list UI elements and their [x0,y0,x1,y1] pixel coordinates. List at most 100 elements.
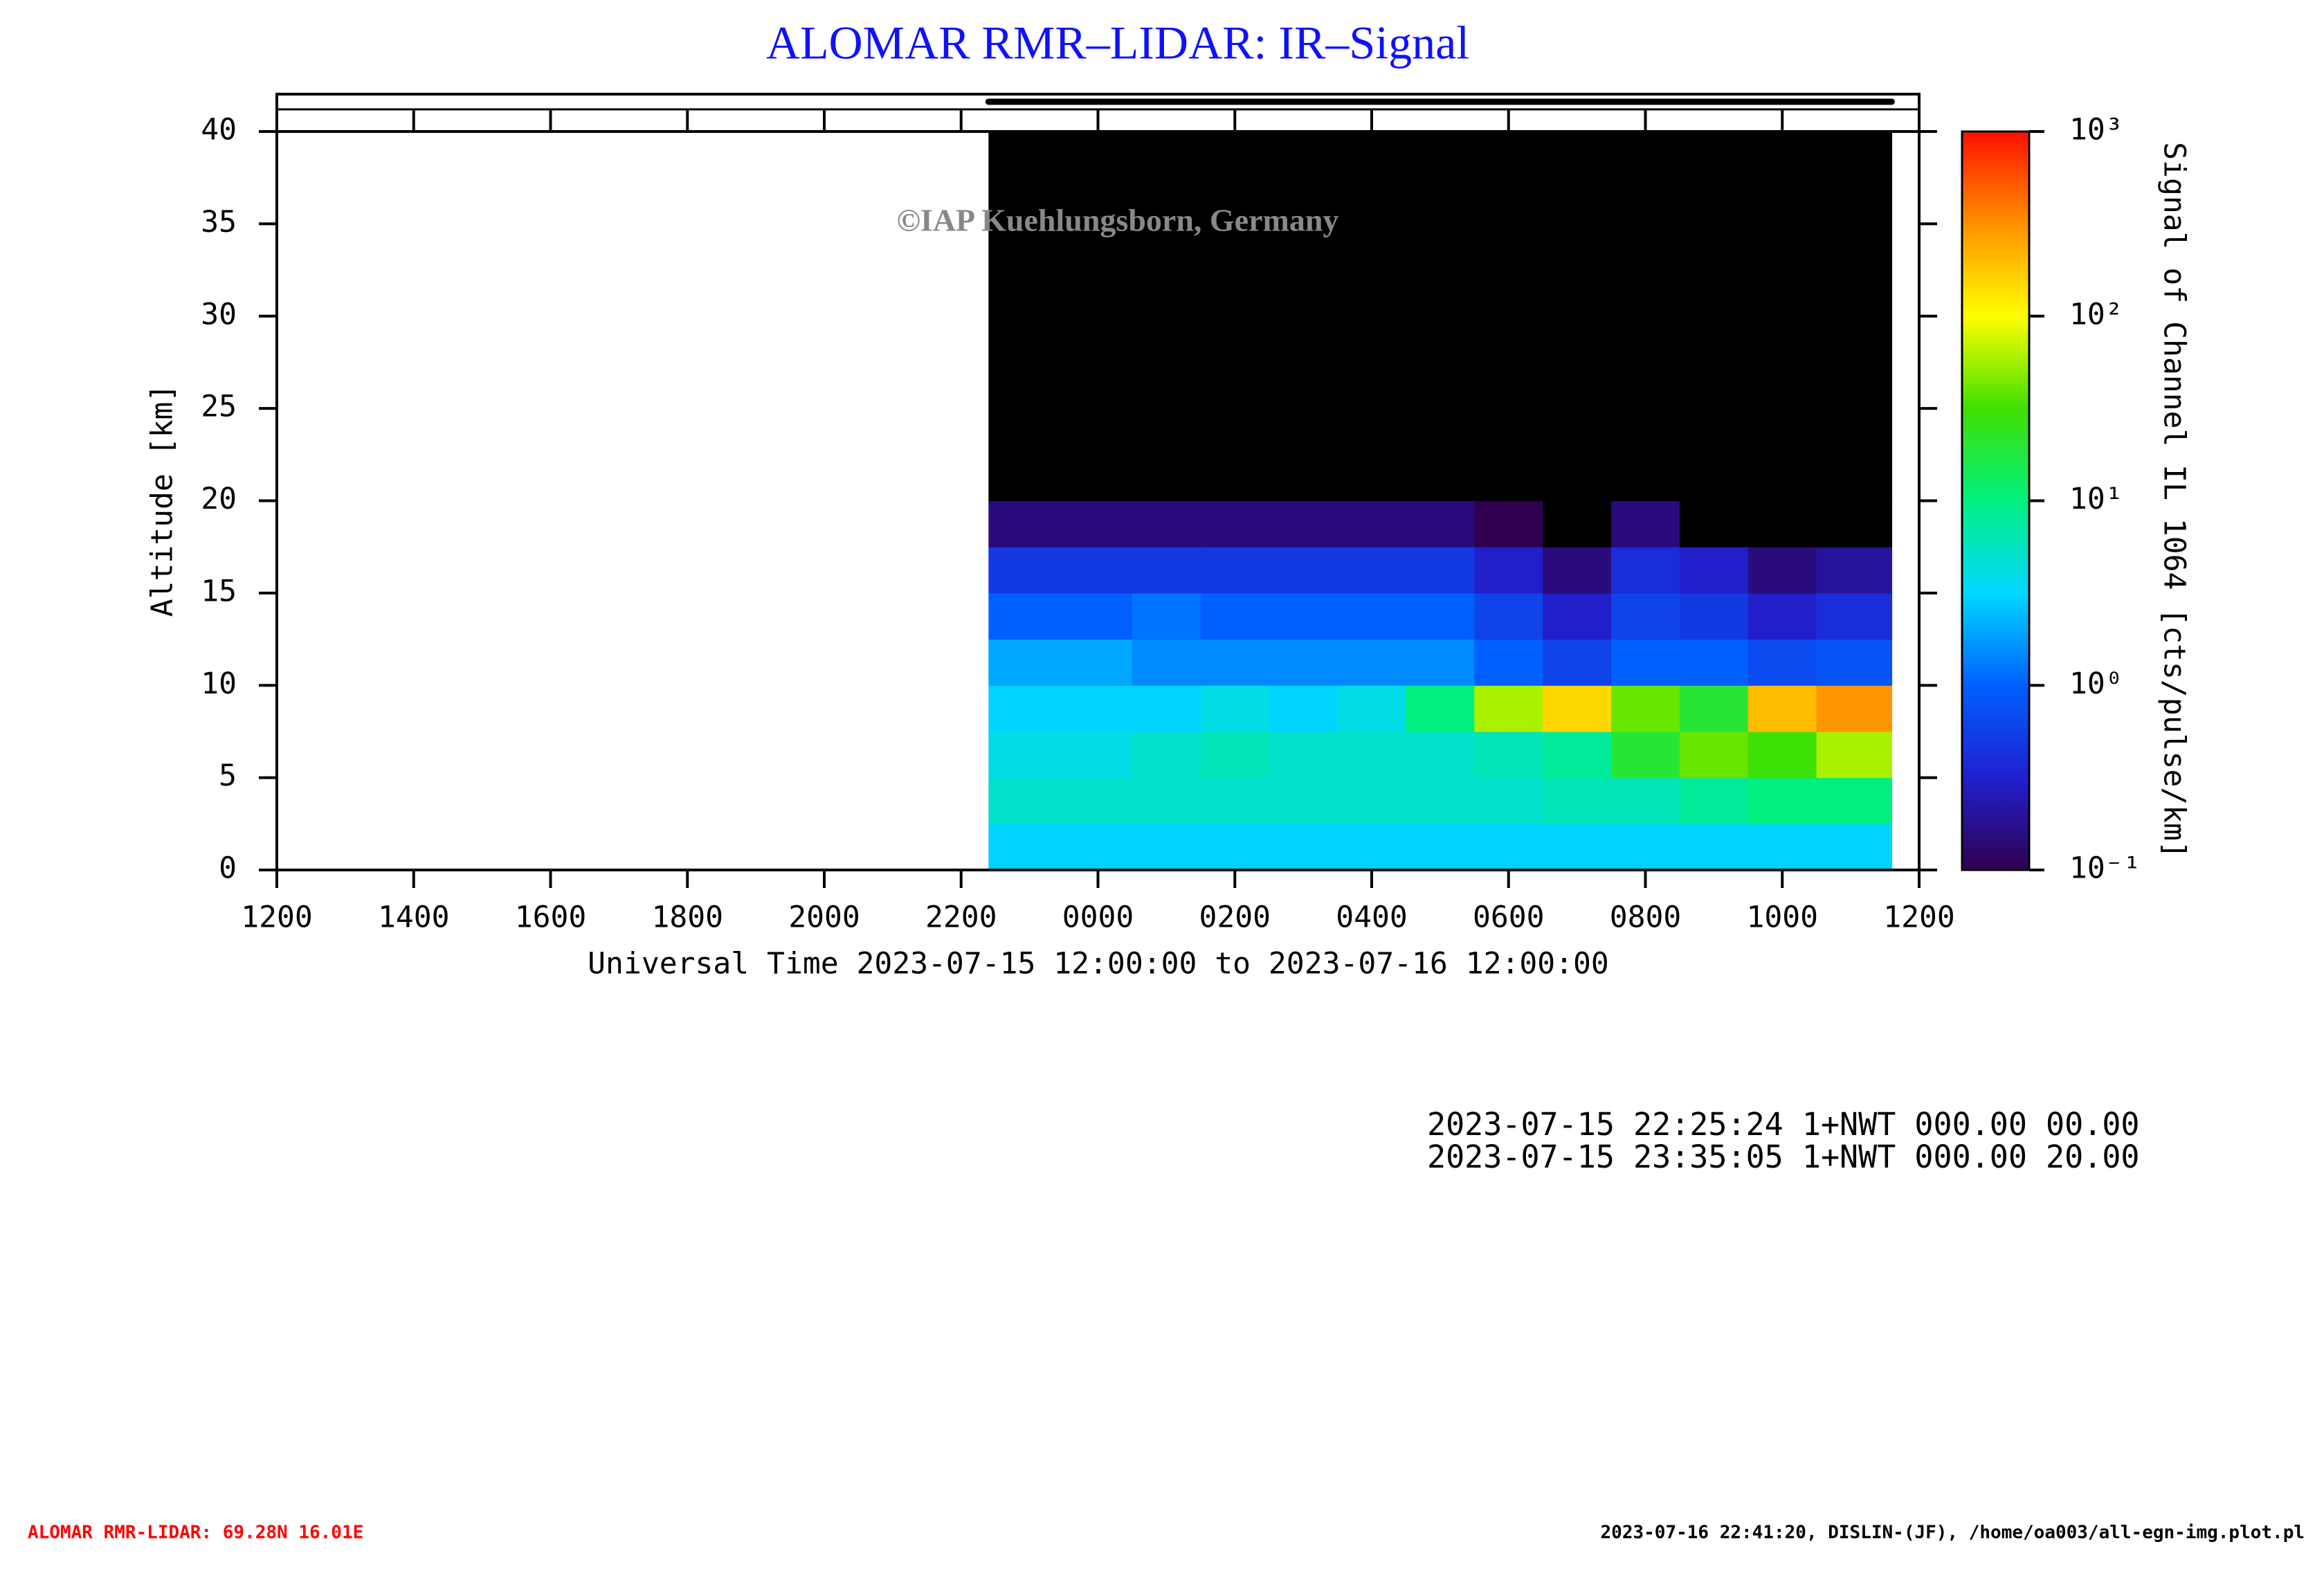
heatmap-cell [1543,639,1612,686]
heatmap-cell [1679,639,1749,686]
footer-left: ALOMAR RMR-LIDAR: 69.28N 16.01E [28,1523,363,1543]
heatmap-cell [1816,547,1893,594]
heatmap-cell [1269,639,1338,686]
heatmap-cell [1679,685,1749,732]
y-tick-label: 25 [201,390,237,424]
y-tick-label: 35 [201,205,237,239]
heatmap-cell [1611,777,1680,824]
heatmap-cell [1132,824,1201,871]
heatmap-cell [988,824,1064,871]
y-tick-label: 0 [219,851,237,886]
heatmap-cell [1679,731,1749,779]
heatmap-cell [1064,639,1133,686]
heatmap-cell [1132,731,1201,779]
heatmap-cell [1132,639,1201,686]
heatmap-cell [1543,131,1612,502]
heatmap-cell [1474,500,1543,547]
heatmap-cell [1064,731,1133,779]
footer-right: 2023-07-16 22:41:20, DISLIN-(JF), /home/… [1601,1523,2305,1543]
heatmap-cell [1747,777,1817,824]
heatmap-cell [1474,824,1543,871]
heatmap-cell [988,500,1064,547]
x-tick-label: 2200 [925,900,997,935]
heatmap-cell [1816,131,1893,502]
heatmap-cell [1474,639,1543,686]
heatmap-cell [1474,547,1543,594]
x-tick-label: 1800 [651,900,723,935]
heatmap-cell [1132,500,1201,547]
heatmap-cell [1474,731,1543,779]
heatmap-cell [1747,131,1817,502]
heatmap-cell [1611,639,1680,686]
heatmap-cell [988,592,1064,640]
y-tick-label: 20 [201,482,237,516]
heatmap-cell [1269,731,1338,779]
heatmap-cell [1816,824,1893,871]
info-line: 2023-07-15 22:25:24 1+NWT 000.00 00.00 [1427,1106,2140,1143]
heatmap-cell [1132,777,1201,824]
heatmap-cell [1474,592,1543,640]
heatmap-cell [1132,131,1201,502]
heatmap-cell [1406,639,1475,686]
heatmap-cell [1200,131,1270,502]
heatmap-cell [1543,500,1612,547]
colorbar-tick-label: 10² [2069,297,2123,332]
heatmap-cell [1337,131,1407,502]
heatmap-cell [1337,639,1407,686]
y-tick-label: 10 [201,666,237,701]
heatmap-cell [1269,824,1338,871]
heatmap-cell [1543,685,1612,732]
heatmap-cell [1064,500,1133,547]
heatmap-cell [1816,500,1893,547]
x-tick-label: 2000 [788,900,860,935]
heatmap-cell [1611,685,1680,732]
x-tick-label: 1400 [378,900,450,935]
heatmap-cell [1474,777,1543,824]
heatmap-cell [1816,777,1893,824]
heatmap-cell [1747,639,1817,686]
heatmap-cell [1269,547,1338,594]
heatmap-cell [1337,824,1407,871]
heatmap-cell [988,131,1064,502]
x-tick-label: 0400 [1336,900,1408,935]
x-axis-label: Universal Time 2023-07-15 12:00:00 to 20… [588,947,1609,981]
heatmap-cell [1200,500,1270,547]
heatmap-cell [1747,500,1817,547]
x-tick-label: 0800 [1610,900,1682,935]
heatmap-cell [1679,592,1749,640]
heatmap-cell [1406,592,1475,640]
y-tick-label: 40 [201,113,237,147]
heatmap-cell [1474,685,1543,732]
heatmap-cell [1132,592,1201,640]
heatmap-cell [1337,547,1407,594]
x-tick-label: 1200 [1883,900,1955,935]
heatmap-cell [1816,639,1893,686]
colorbar-tick-label: 10⁰ [2069,666,2123,701]
heatmap-cell [1132,547,1201,594]
heatmap-cell [988,685,1064,732]
heatmap-cell [1337,685,1407,732]
heatmap-cell [1816,685,1893,732]
heatmap-cell [1611,731,1680,779]
heatmap-cell [1200,777,1270,824]
heatmap-cell [1064,547,1133,594]
heatmap-cell [1337,500,1407,547]
heatmap-cell [1269,777,1338,824]
y-axis-label: Altitude [km] [145,384,180,617]
heatmap-cell [1679,547,1749,594]
heatmap-cell [1269,500,1338,547]
heatmap-cell [1064,592,1133,640]
heatmap-cell [1200,547,1270,594]
heatmap-cell [1679,777,1749,824]
heatmap-cell [1200,685,1270,732]
heatmap-cell [1200,639,1270,686]
heatmap-cell [1816,592,1893,640]
heatmap-cell [1611,547,1680,594]
chart-title: ALOMAR RMR–LIDAR: IR–Signal [766,17,1469,69]
heatmap-cell [988,777,1064,824]
heatmap-cell [1543,547,1612,594]
heatmap-cell [1064,824,1133,871]
heatmap-cell [1132,685,1201,732]
heatmap-cell [1406,131,1475,502]
